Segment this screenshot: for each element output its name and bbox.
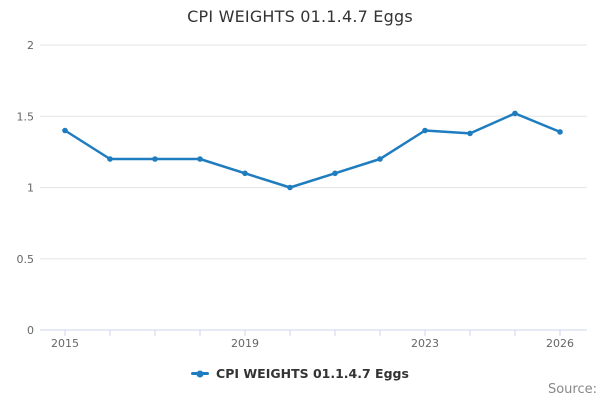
line-chart-plot-area: 0 0.5 1 1.5 2 2015 2019 2023 2026 <box>17 39 587 350</box>
legend-dot-icon <box>196 370 204 377</box>
series-line <box>63 112 562 189</box>
legend-line-dot-marker-icon <box>191 370 210 377</box>
data-point-marker[interactable] <box>422 127 428 134</box>
data-point-marker[interactable] <box>332 170 338 177</box>
chart-title: CPI WEIGHTS 01.1.4.7 Eggs <box>187 7 413 26</box>
data-point-marker[interactable] <box>107 156 113 162</box>
x-axis-tick-label: 2015 <box>51 337 79 350</box>
data-point-marker[interactable] <box>557 129 563 135</box>
data-point-marker[interactable] <box>377 156 383 162</box>
source-attribution: Source: <box>547 382 597 397</box>
x-axis-tick-label: 2023 <box>411 337 439 350</box>
data-point-marker[interactable] <box>242 170 248 177</box>
chart-legend: CPI WEIGHTS 01.1.4.7 Eggs <box>0 366 600 381</box>
data-point-marker[interactable] <box>512 110 518 117</box>
data-point-marker[interactable] <box>62 127 68 134</box>
y-axis-tick-label: 1.5 <box>17 110 35 123</box>
y-axis-tick-label: 0 <box>27 324 34 337</box>
data-point-marker[interactable] <box>467 130 473 137</box>
data-point-marker[interactable] <box>287 184 293 191</box>
y-axis-tick-label: 1 <box>27 182 34 195</box>
y-axis-tick-label: 2 <box>27 39 34 52</box>
y-axis-tick-label: 0.5 <box>17 253 35 266</box>
x-axis-tick-label: 2019 <box>231 337 259 350</box>
data-point-marker[interactable] <box>197 156 203 162</box>
legend-item-label: CPI WEIGHTS 01.1.4.7 Eggs <box>216 366 409 381</box>
data-point-marker[interactable] <box>152 156 158 162</box>
x-axis-tick-label: 2026 <box>546 337 574 350</box>
legend-item-cpi-weights-eggs[interactable]: CPI WEIGHTS 01.1.4.7 Eggs <box>191 366 409 381</box>
